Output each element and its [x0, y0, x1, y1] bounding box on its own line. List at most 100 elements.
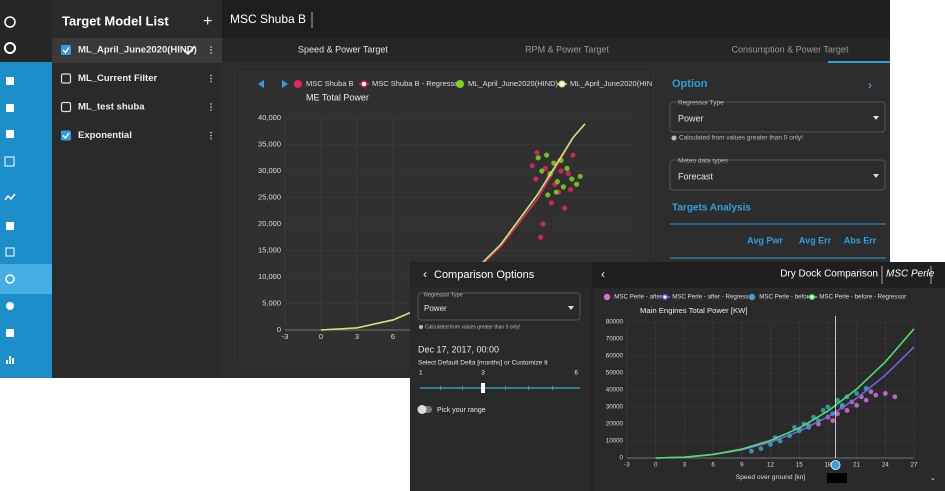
icon[interactable] [6, 104, 14, 112]
legend-marker[interactable] [456, 80, 464, 88]
menu-caret[interactable]: ⌄ [930, 475, 936, 482]
note: Calculated from values greater than 0 on… [425, 324, 520, 330]
icon[interactable] [6, 360, 8, 364]
legend-marker[interactable] [294, 80, 302, 88]
menu-dot[interactable] [210, 137, 212, 140]
x-tick-label: 27 [911, 462, 918, 469]
section-title: Targets Analysis [672, 203, 751, 214]
checkbox[interactable] [61, 45, 71, 55]
legend-label[interactable]: MSC Perle - before [759, 294, 813, 301]
expand-icon[interactable]: › [868, 78, 872, 92]
legend-marker[interactable] [748, 293, 756, 301]
data-point [562, 205, 568, 211]
data-point [534, 149, 540, 156]
select-value[interactable]: Power [678, 113, 704, 123]
legend-label[interactable]: MSC Perle - after [614, 294, 662, 301]
menu-dot[interactable] [210, 80, 212, 83]
model-name[interactable]: ML_test shuba [78, 102, 145, 113]
slider-label: 6 [574, 370, 578, 377]
cursor-handle[interactable] [830, 460, 841, 470]
model-name[interactable]: ML_April_June2020(HIND) [78, 45, 197, 56]
icon[interactable] [4, 16, 16, 28]
vessel-name: MSC Perle [886, 269, 935, 280]
icon[interactable] [4, 156, 15, 167]
option-title: Option [672, 78, 708, 90]
legend-marker[interactable] [603, 293, 611, 301]
x-axis-label: Speed over ground [kn] [736, 474, 806, 481]
menu-dot[interactable] [210, 52, 212, 54]
x-tick-label: 0 [654, 462, 658, 469]
icon[interactable] [5, 247, 15, 257]
icon[interactable] [12, 358, 14, 364]
data-point [830, 418, 836, 423]
checkbox[interactable] [60, 73, 72, 84]
x-tick-label: 3 [355, 332, 359, 341]
tab[interactable]: Consumption & Power Target [732, 44, 849, 54]
legend-prev[interactable] [258, 80, 264, 88]
icon[interactable] [6, 302, 14, 310]
data-point [570, 152, 576, 158]
data-point [882, 391, 888, 396]
back-button[interactable]: ‹ [601, 267, 605, 281]
select-value[interactable]: Forecast [678, 171, 714, 181]
menu-dot[interactable] [210, 109, 212, 111]
data-point [844, 408, 850, 413]
icon[interactable] [9, 356, 11, 364]
menu-dot[interactable] [210, 103, 212, 105]
y-tick-label: 25,000 [258, 192, 281, 201]
menu-dot[interactable] [210, 106, 212, 108]
x-tick-label: 18 [824, 462, 831, 469]
tab[interactable]: Speed & Power Target [298, 44, 388, 54]
icon[interactable] [5, 274, 15, 284]
legend-next[interactable] [282, 80, 288, 88]
column-header: Avg Pwr [747, 235, 783, 245]
legend-marker [558, 80, 566, 88]
select-value[interactable]: Power [424, 304, 447, 313]
data-point [558, 168, 564, 174]
data-point [806, 425, 812, 430]
check [62, 132, 70, 140]
back-button[interactable]: ‹ [423, 267, 427, 281]
legend-label[interactable]: MSC Shuba B [306, 79, 354, 88]
y-tick-label: 50000 [606, 370, 624, 377]
add-button[interactable]: + [203, 13, 212, 30]
legend-label[interactable]: MSC Perle - after - Regressor [672, 294, 754, 301]
x-tick-label: 0 [319, 332, 323, 341]
menu-dot[interactable] [210, 77, 212, 80]
slider-thumb[interactable] [481, 383, 485, 393]
column-header: Avg Err [799, 235, 832, 245]
sidebar [0, 62, 52, 378]
icon[interactable] [6, 222, 14, 230]
menu-dot[interactable] [210, 134, 212, 137]
data-point [565, 171, 571, 177]
legend-label[interactable]: MSC Perle - before - Regressor [819, 294, 906, 301]
check [62, 47, 70, 54]
legend-label[interactable]: ML_April_June2020(HIN [570, 79, 652, 88]
legend-label[interactable]: ML_April_June2020(HIND) [468, 79, 559, 88]
checkbox[interactable] [60, 101, 72, 113]
y-tick-label: 15,000 [258, 245, 281, 254]
caret [873, 174, 879, 178]
menu-dot[interactable] [210, 46, 212, 48]
icon[interactable] [4, 193, 16, 201]
field-label: Meteo data types [678, 158, 729, 165]
y-tick-label: 40,000 [258, 113, 281, 122]
legend-label[interactable]: MSC Shuba B - Regressor [372, 79, 461, 88]
checkbox[interactable] [61, 130, 71, 141]
data-point [577, 173, 583, 179]
toggle-knob[interactable] [417, 405, 427, 414]
select-box[interactable] [669, 159, 886, 191]
icon[interactable] [4, 42, 16, 54]
model-name[interactable]: ML_Current Filter [78, 73, 157, 84]
model-name[interactable]: Exponential [78, 130, 132, 141]
menu-dot[interactable] [210, 49, 212, 51]
icon[interactable] [6, 130, 14, 138]
icon[interactable] [6, 329, 14, 337]
menu-dot[interactable] [210, 74, 212, 77]
select-box[interactable] [669, 101, 886, 133]
menu-dot[interactable] [210, 131, 212, 134]
select-box[interactable] [417, 292, 581, 321]
tab[interactable]: RPM & Power Target [525, 44, 609, 54]
icon[interactable] [6, 77, 14, 85]
